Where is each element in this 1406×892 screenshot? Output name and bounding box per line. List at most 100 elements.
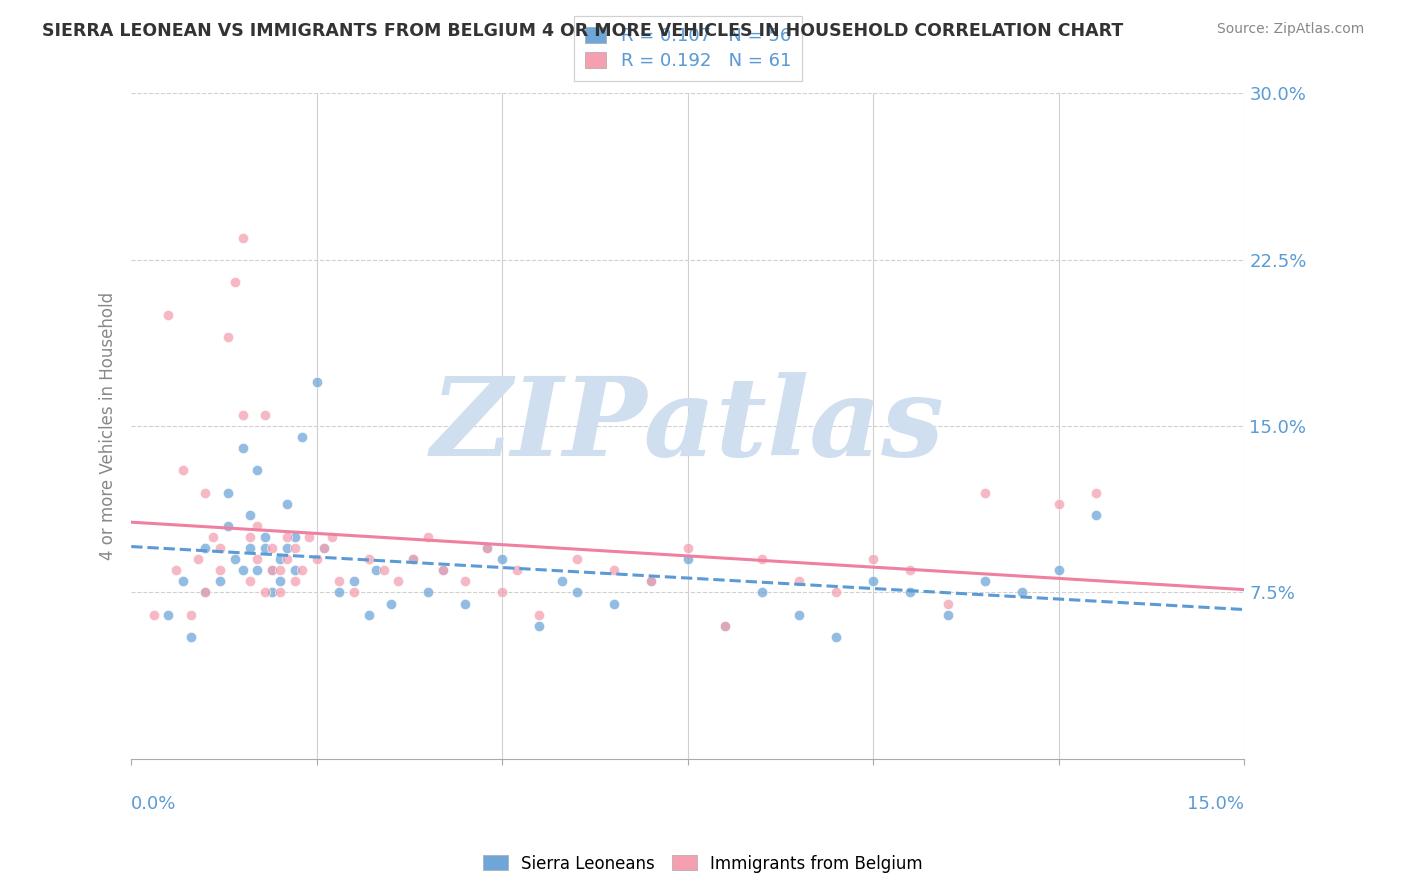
Point — [172, 463, 194, 477]
Point — [825, 585, 848, 599]
Point — [787, 574, 810, 589]
Point — [714, 618, 737, 632]
Point — [314, 541, 336, 555]
Point — [432, 563, 454, 577]
Point — [550, 574, 572, 589]
Point — [253, 585, 276, 599]
Point — [900, 585, 922, 599]
Point — [283, 530, 305, 544]
Legend: R = 0.107   N = 56, R = 0.192   N = 61: R = 0.107 N = 56, R = 0.192 N = 61 — [574, 16, 801, 81]
Point — [246, 463, 269, 477]
Point — [269, 552, 291, 566]
Point — [269, 563, 291, 577]
Point — [217, 519, 239, 533]
Point — [276, 497, 298, 511]
Point — [194, 585, 217, 599]
Point — [676, 541, 699, 555]
Text: 15.0%: 15.0% — [1188, 796, 1244, 814]
Point — [209, 574, 232, 589]
Point — [787, 607, 810, 622]
Point — [491, 552, 513, 566]
Point — [714, 618, 737, 632]
Point — [165, 563, 187, 577]
Text: ZIPatlas: ZIPatlas — [430, 372, 945, 480]
Point — [224, 552, 246, 566]
Point — [477, 541, 499, 555]
Point — [900, 563, 922, 577]
Point — [676, 552, 699, 566]
Point — [321, 530, 343, 544]
Point — [253, 541, 276, 555]
Point — [357, 552, 380, 566]
Point — [1047, 497, 1070, 511]
Point — [565, 585, 588, 599]
Point — [269, 574, 291, 589]
Point — [862, 574, 884, 589]
Text: SIERRA LEONEAN VS IMMIGRANTS FROM BELGIUM 4 OR MORE VEHICLES IN HOUSEHOLD CORREL: SIERRA LEONEAN VS IMMIGRANTS FROM BELGIU… — [42, 22, 1123, 40]
Point — [328, 574, 350, 589]
Point — [402, 552, 425, 566]
Point — [283, 541, 305, 555]
Point — [640, 574, 662, 589]
Point — [187, 552, 209, 566]
Point — [373, 563, 395, 577]
Point — [283, 563, 305, 577]
Point — [142, 607, 165, 622]
Point — [239, 574, 262, 589]
Point — [416, 585, 439, 599]
Point — [239, 541, 262, 555]
Point — [253, 530, 276, 544]
Point — [973, 574, 995, 589]
Point — [305, 552, 328, 566]
Point — [201, 530, 224, 544]
Point — [366, 563, 388, 577]
Point — [529, 618, 551, 632]
Point — [180, 607, 202, 622]
Point — [1085, 485, 1108, 500]
Point — [194, 585, 217, 599]
Point — [862, 552, 884, 566]
Legend: Sierra Leoneans, Immigrants from Belgium: Sierra Leoneans, Immigrants from Belgium — [477, 848, 929, 880]
Point — [224, 275, 246, 289]
Point — [232, 230, 254, 244]
Point — [276, 541, 298, 555]
Y-axis label: 4 or more Vehicles in Household: 4 or more Vehicles in Household — [100, 292, 117, 560]
Point — [239, 530, 262, 544]
Point — [565, 552, 588, 566]
Point — [232, 563, 254, 577]
Text: 0.0%: 0.0% — [131, 796, 177, 814]
Point — [262, 563, 284, 577]
Point — [262, 563, 284, 577]
Point — [751, 552, 773, 566]
Point — [825, 630, 848, 644]
Point — [602, 597, 624, 611]
Point — [328, 585, 350, 599]
Point — [343, 574, 366, 589]
Point — [529, 607, 551, 622]
Point — [477, 541, 499, 555]
Point — [1011, 585, 1033, 599]
Text: Source: ZipAtlas.com: Source: ZipAtlas.com — [1216, 22, 1364, 37]
Point — [1047, 563, 1070, 577]
Point — [194, 485, 217, 500]
Point — [416, 530, 439, 544]
Point — [291, 430, 314, 444]
Point — [246, 563, 269, 577]
Point — [314, 541, 336, 555]
Point — [380, 597, 402, 611]
Point — [602, 563, 624, 577]
Point — [357, 607, 380, 622]
Point — [253, 408, 276, 422]
Point — [454, 574, 477, 589]
Point — [239, 508, 262, 522]
Point — [276, 530, 298, 544]
Point — [402, 552, 425, 566]
Point — [291, 563, 314, 577]
Point — [217, 330, 239, 344]
Point — [640, 574, 662, 589]
Point — [973, 485, 995, 500]
Point — [298, 530, 321, 544]
Point — [246, 519, 269, 533]
Point — [454, 597, 477, 611]
Point — [157, 308, 180, 322]
